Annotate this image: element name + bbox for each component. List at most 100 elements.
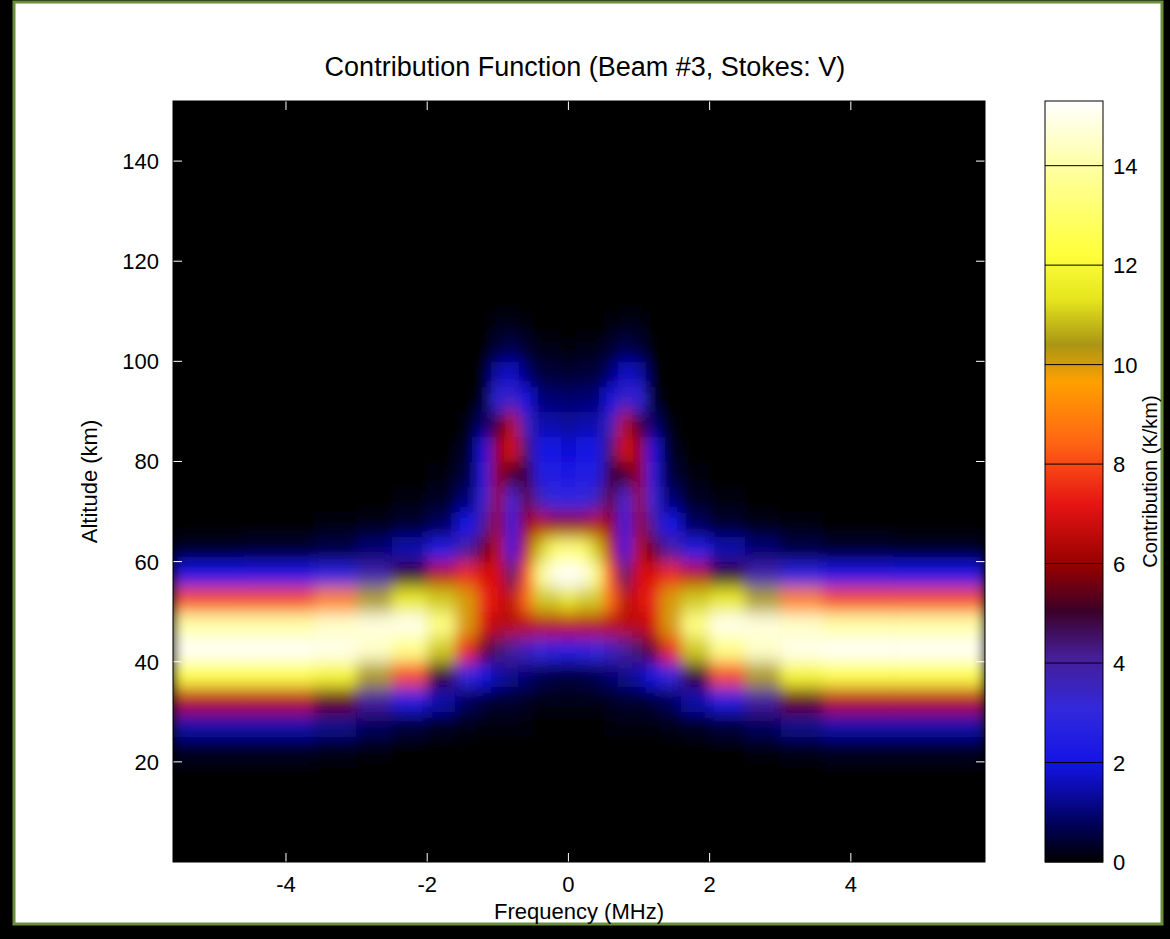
heatmap-cell <box>632 537 647 563</box>
heatmap-cell <box>392 461 428 487</box>
heatmap-cell <box>392 101 428 312</box>
heatmap-cell <box>780 101 823 312</box>
heatmap-cell <box>893 436 985 462</box>
heatmap-cell <box>477 637 492 663</box>
heatmap-cell <box>604 436 619 462</box>
x-tick <box>568 101 569 110</box>
heatmap-cell <box>547 612 562 638</box>
heatmap-cell <box>427 662 456 688</box>
heatmap-cell <box>173 587 244 613</box>
heatmap-cell <box>477 562 492 588</box>
heatmap-cell <box>491 361 506 387</box>
heatmap-cell <box>477 461 492 487</box>
heatmap-cell <box>604 537 619 563</box>
heatmap-cell <box>392 436 428 462</box>
heatmap-cell <box>561 487 576 513</box>
heatmap-cell <box>681 737 710 763</box>
heatmap-cell <box>314 311 357 337</box>
heatmap-cell <box>575 487 590 513</box>
heatmap-cell <box>632 512 647 538</box>
y-tick-label: 120 <box>122 249 159 274</box>
heatmap-cell <box>710 737 746 763</box>
plot-frame <box>173 101 985 862</box>
heatmap-cell <box>561 662 576 688</box>
heatmap-cell <box>745 361 781 387</box>
heatmap-cell <box>604 336 619 362</box>
heatmap-cell <box>590 687 605 713</box>
heatmap-cell <box>505 662 520 688</box>
heatmap-cell <box>244 687 315 713</box>
heatmap-cell <box>314 612 357 638</box>
colorbar-tick-label: 12 <box>1113 253 1137 278</box>
heatmap-cell <box>893 712 985 738</box>
heatmap-cell <box>632 336 647 362</box>
heatmap-cell <box>173 411 244 437</box>
heatmap-cell <box>823 562 894 588</box>
heatmap-cell <box>561 712 576 738</box>
heatmap-cell <box>575 537 590 563</box>
x-tick-label: -2 <box>417 872 437 897</box>
colorbar-tick-label: 10 <box>1113 353 1137 378</box>
heatmap-cell <box>547 512 562 538</box>
heatmap-cell <box>519 461 534 487</box>
heatmap-cell <box>660 436 682 462</box>
heatmap-cell <box>590 612 605 638</box>
heatmap-cell <box>823 311 894 337</box>
heatmap-cell <box>173 687 244 713</box>
heatmap-cells <box>173 101 985 862</box>
heatmap-cell <box>455 637 477 663</box>
heatmap-cell <box>590 336 605 362</box>
heatmap-cell <box>893 487 985 513</box>
heatmap-cell <box>547 311 562 337</box>
heatmap-cell <box>477 361 492 387</box>
heatmap-cell <box>491 562 506 588</box>
heatmap-cell <box>314 386 357 412</box>
heatmap-cell <box>745 762 781 862</box>
heatmap-cell <box>646 587 661 613</box>
heatmap-cell <box>590 436 605 462</box>
heatmap-cell <box>632 461 647 487</box>
plot-background <box>173 101 985 862</box>
colorbar-tick-label: 14 <box>1113 154 1137 179</box>
heatmap-cell <box>244 386 315 412</box>
heatmap-cell <box>660 562 682 588</box>
heatmap-cell <box>745 587 781 613</box>
heatmap-cell <box>533 487 548 513</box>
heatmap-cell <box>505 336 520 362</box>
heatmap-cell <box>710 101 746 312</box>
heatmap-cell <box>314 436 357 462</box>
colorbar-tick <box>1045 862 1103 863</box>
heatmap-cell <box>519 612 534 638</box>
heatmap-cell <box>590 562 605 588</box>
heatmap-cell <box>618 737 633 763</box>
heatmap-cell <box>427 587 456 613</box>
heatmap-cell <box>244 712 315 738</box>
heatmap-cell <box>575 361 590 387</box>
heatmap-cell <box>533 637 548 663</box>
heatmap-cell <box>491 662 506 688</box>
heatmap-cell <box>561 587 576 613</box>
heatmap-cell <box>244 361 315 387</box>
heatmap-cell <box>575 687 590 713</box>
heatmap-cell <box>173 487 244 513</box>
heatmap-cell <box>618 612 633 638</box>
chart-title: Contribution Function (Beam #3, Stokes: … <box>325 52 846 82</box>
heatmap-cell <box>533 762 548 862</box>
heatmap-cell <box>893 687 985 713</box>
heatmap-cell <box>660 612 682 638</box>
heatmap-cell <box>646 336 661 362</box>
heatmap-cell <box>780 687 823 713</box>
heatmap-cell <box>745 637 781 663</box>
heatmap-cell <box>575 587 590 613</box>
heatmap-cell <box>314 101 357 312</box>
heatmap-cell <box>519 737 534 763</box>
heatmap-cell <box>244 336 315 362</box>
heatmap-cell <box>780 512 823 538</box>
heatmap-cell <box>505 762 520 862</box>
heatmap-cell <box>780 612 823 638</box>
heatmap-cell <box>547 487 562 513</box>
heatmap-cell <box>547 637 562 663</box>
heatmap-cell <box>710 311 746 337</box>
heatmap-cell <box>575 101 590 312</box>
heatmap-cell <box>547 562 562 588</box>
